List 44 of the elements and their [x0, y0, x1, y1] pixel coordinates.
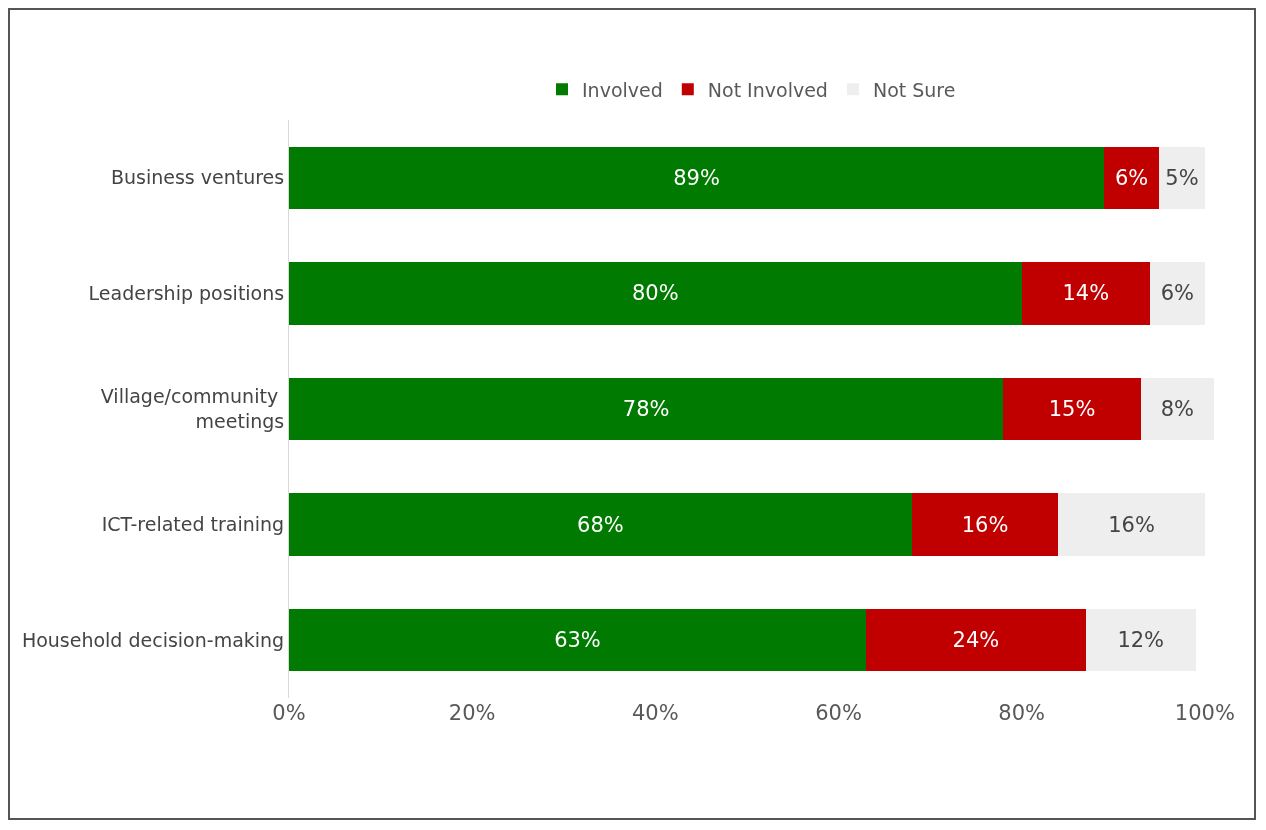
- data-label: 16%: [1108, 512, 1155, 537]
- data-label: 16%: [961, 512, 1009, 537]
- y-tick-label: Leadership positions: [88, 282, 285, 305]
- bar: [289, 608, 866, 672]
- legend-label: Involved: [582, 78, 663, 101]
- data-label: 6%: [1160, 281, 1195, 306]
- data-label: 15%: [1048, 397, 1096, 421]
- x-tick-label: 60%: [815, 701, 862, 725]
- bar: [1159, 146, 1205, 210]
- data-label: 63%: [554, 628, 601, 653]
- data-label: 68%: [577, 512, 624, 537]
- bar: [1021, 262, 1150, 325]
- data-label: 12%: [1117, 628, 1165, 653]
- x-tick-label: 0%: [272, 701, 306, 725]
- bar: [1140, 377, 1214, 441]
- bar: [1058, 493, 1205, 556]
- x-tick-label: 80%: [998, 701, 1046, 725]
- bar: [289, 262, 1022, 325]
- data-label: 80%: [631, 281, 679, 306]
- bar: [289, 377, 1004, 441]
- legend-label: Not Sure: [872, 78, 956, 101]
- bar: [1104, 146, 1160, 210]
- bar: [911, 493, 1059, 556]
- data-label: 78%: [622, 397, 670, 421]
- legend-label: Not Involved: [707, 78, 828, 101]
- bar: [865, 608, 1086, 672]
- data-label: 6%: [1114, 165, 1149, 190]
- data-label: 89%: [673, 165, 720, 190]
- x-tick-label: 20%: [448, 701, 496, 725]
- bar: [1085, 608, 1196, 672]
- bar: [1003, 377, 1141, 441]
- data-label: 24%: [952, 628, 1000, 653]
- y-tick-label: Business ventures: [110, 166, 285, 189]
- x-tick-label: 100%: [1174, 701, 1235, 725]
- y-tick-label: Household decision-making: [21, 628, 285, 651]
- data-label: 5%: [1165, 165, 1199, 190]
- x-tick-label: 40%: [632, 701, 679, 725]
- y-tick-label: ICT-related training: [101, 513, 285, 536]
- bar: [1149, 262, 1205, 325]
- bar: [289, 493, 912, 556]
- y-tick-label: Village/community meetings: [100, 385, 285, 432]
- data-label: 14%: [1062, 281, 1110, 306]
- bar: [289, 146, 1105, 210]
- data-label: 8%: [1160, 397, 1195, 421]
